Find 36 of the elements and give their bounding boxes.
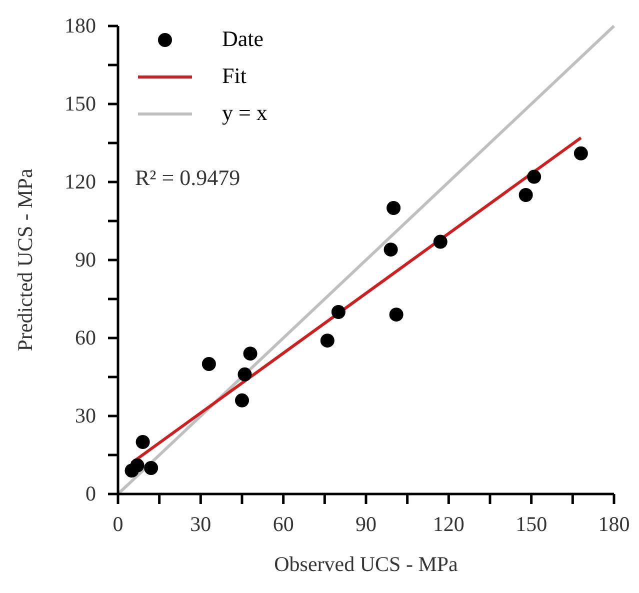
y-axis-title: Predicted UCS - MPa bbox=[13, 168, 37, 352]
point bbox=[527, 170, 542, 184]
x-tick-label: 30 bbox=[190, 512, 212, 536]
y-tick-label: 150 bbox=[64, 92, 96, 116]
x-tick-label: 120 bbox=[432, 512, 464, 536]
x-tick-label: 0 bbox=[112, 512, 124, 536]
point bbox=[389, 308, 404, 322]
legend-label: y = x bbox=[222, 100, 268, 125]
point bbox=[384, 242, 398, 257]
point bbox=[331, 305, 346, 319]
point bbox=[235, 393, 249, 408]
point bbox=[202, 357, 216, 371]
annotation: R² = 0.9479 bbox=[135, 165, 240, 190]
x-tick-label: 90 bbox=[356, 512, 376, 536]
point bbox=[130, 458, 144, 472]
legend-label: Fit bbox=[222, 63, 246, 88]
x-tick-label: 60 bbox=[272, 512, 294, 536]
point bbox=[433, 234, 448, 249]
x-tick-label: 150 bbox=[516, 512, 548, 536]
point bbox=[144, 461, 158, 475]
y-tick-label: 90 bbox=[75, 248, 96, 272]
x-tick-label: 180 bbox=[598, 512, 630, 536]
legend-label: Date bbox=[222, 26, 264, 51]
y-tick-label: 60 bbox=[75, 326, 96, 350]
point bbox=[574, 146, 588, 160]
point bbox=[136, 435, 150, 449]
x-axis-title: Observed UCS - MPa bbox=[274, 552, 459, 576]
point bbox=[243, 346, 258, 361]
y-tick-label: 120 bbox=[64, 170, 96, 194]
point bbox=[320, 334, 334, 348]
point bbox=[238, 367, 252, 382]
point bbox=[518, 188, 533, 202]
point bbox=[386, 201, 401, 215]
y-tick-label: 180 bbox=[64, 14, 96, 38]
y-tick-label: 30 bbox=[75, 404, 96, 428]
y-tick-label: 0 bbox=[86, 482, 96, 506]
